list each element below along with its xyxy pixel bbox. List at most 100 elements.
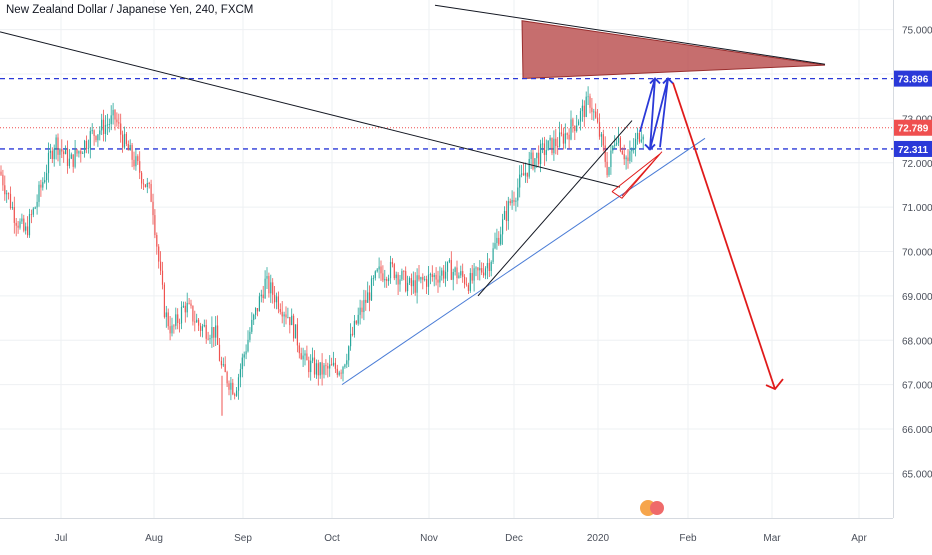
candle <box>198 318 200 331</box>
y-tick-label: 72.000 <box>902 159 932 170</box>
candle-body <box>448 260 450 262</box>
candle-body <box>42 182 44 188</box>
candle <box>237 373 240 400</box>
candle <box>222 357 224 367</box>
candle-body <box>93 130 95 137</box>
candle-body <box>218 344 221 361</box>
candle-body <box>234 394 236 396</box>
candle <box>602 129 604 152</box>
candle-body <box>359 307 361 315</box>
candle <box>353 314 355 338</box>
candle <box>17 221 19 234</box>
small-red-line <box>621 151 663 197</box>
candle <box>346 353 348 369</box>
candle-body <box>108 124 110 125</box>
candle <box>4 175 6 201</box>
price-tag-label: 73.896 <box>898 75 929 86</box>
candle-body <box>144 184 146 187</box>
candle <box>469 268 471 293</box>
candle <box>59 147 61 166</box>
candle-body <box>266 275 268 279</box>
candle <box>543 136 545 166</box>
candle <box>277 291 279 314</box>
candle <box>325 359 327 376</box>
candle <box>253 313 255 325</box>
candle <box>131 143 133 168</box>
candle-body <box>338 372 340 375</box>
candle <box>154 209 156 239</box>
candle <box>123 126 126 150</box>
candle <box>169 316 171 341</box>
candle-body <box>61 148 63 152</box>
candle <box>95 135 97 143</box>
candle <box>564 123 566 149</box>
candle <box>205 319 207 344</box>
candle <box>42 177 44 191</box>
candle <box>589 93 591 114</box>
candle <box>104 115 107 142</box>
x-tick-label: Aug <box>145 533 163 544</box>
candle <box>621 147 623 155</box>
candle <box>184 301 186 323</box>
candle <box>412 271 414 294</box>
candle <box>530 149 532 170</box>
candle <box>338 370 340 377</box>
candle-body <box>70 154 72 159</box>
candle-body <box>374 271 376 279</box>
candle <box>376 267 378 273</box>
candle <box>538 145 540 167</box>
candle <box>8 192 10 200</box>
candle <box>566 132 568 140</box>
candle <box>606 151 608 178</box>
candle-body <box>184 305 186 313</box>
candle <box>334 357 336 374</box>
candle-body <box>120 123 122 135</box>
candle <box>587 86 589 105</box>
candle <box>224 356 226 373</box>
candle-body <box>469 273 471 291</box>
candle <box>460 265 462 279</box>
candle-body <box>598 122 601 137</box>
candle-body <box>486 262 488 269</box>
candle <box>614 135 616 149</box>
candle-body <box>163 284 165 318</box>
candle <box>600 132 602 148</box>
candle-body <box>122 134 124 148</box>
candle-body <box>378 266 380 270</box>
candle-body <box>13 207 15 223</box>
candle-body <box>361 307 363 313</box>
candle-body <box>437 279 439 283</box>
candle-body <box>177 314 179 323</box>
y-tick-label: 70.000 <box>902 248 932 259</box>
candle <box>549 134 551 149</box>
candle-body <box>239 369 241 378</box>
candle-body <box>4 185 6 195</box>
candle-body <box>391 261 393 265</box>
candle <box>245 344 247 360</box>
candle <box>171 317 173 337</box>
candle <box>139 151 141 180</box>
candle-body <box>112 109 114 116</box>
candle-body <box>334 362 336 369</box>
candle-body <box>279 309 281 312</box>
candle-body <box>610 150 612 167</box>
candle-body <box>500 234 502 245</box>
candle <box>76 148 78 157</box>
price-tag <box>894 119 932 136</box>
candle <box>78 150 80 158</box>
candle <box>363 289 365 321</box>
candle <box>291 308 293 326</box>
candle-body <box>576 125 578 131</box>
candle-body <box>89 131 91 149</box>
candle-body <box>313 357 316 375</box>
candle <box>578 119 580 126</box>
candle-body <box>116 119 118 123</box>
candle-body <box>40 184 42 188</box>
candle <box>350 323 352 351</box>
candle <box>2 169 4 191</box>
candle <box>114 109 116 131</box>
candle-body <box>538 152 540 165</box>
candle-body <box>281 311 283 317</box>
candle <box>473 262 475 292</box>
